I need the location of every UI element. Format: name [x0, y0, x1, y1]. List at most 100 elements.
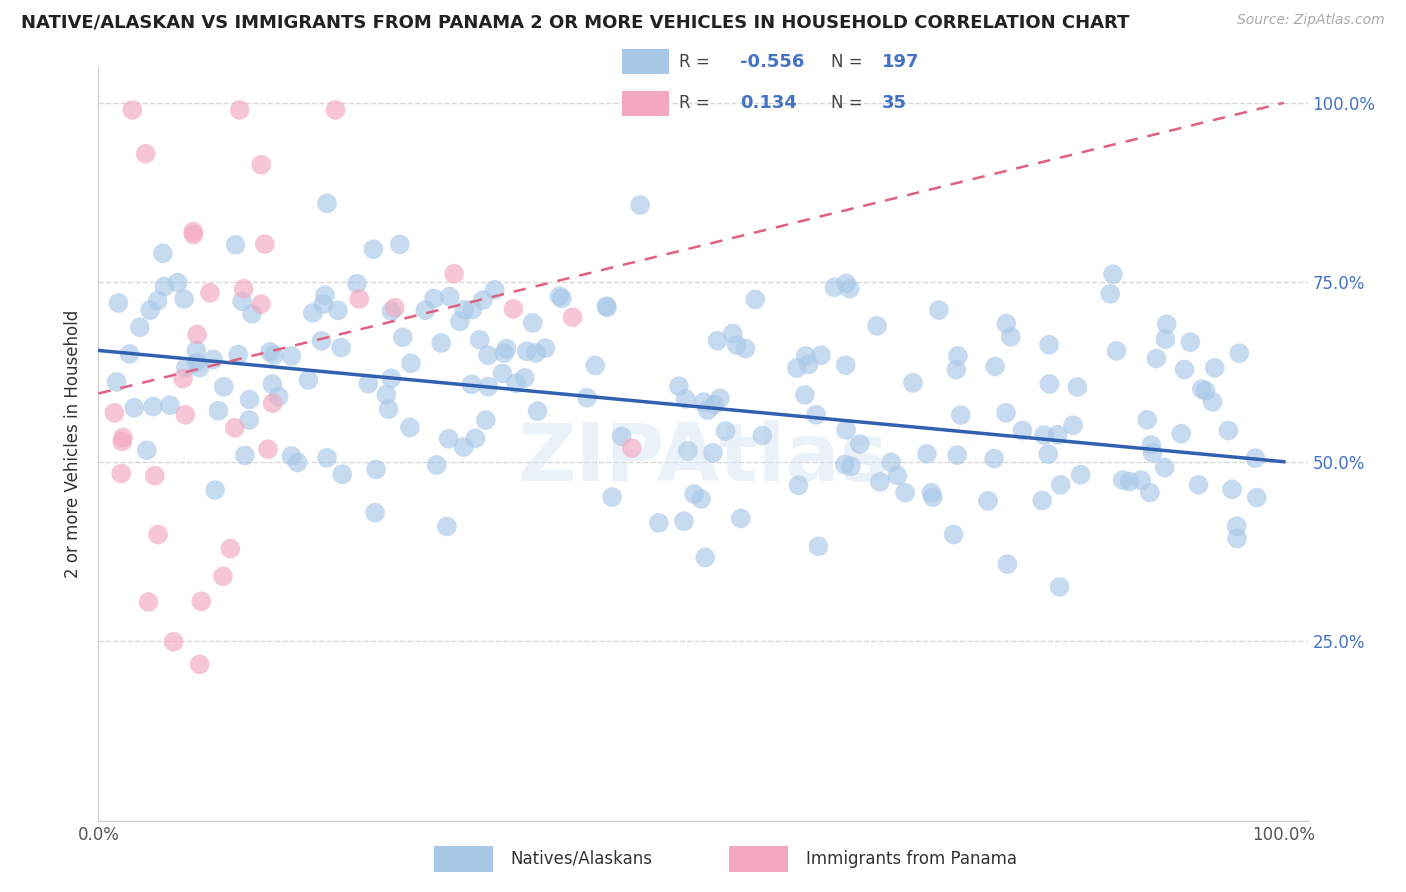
Point — [921, 490, 943, 504]
Point — [174, 408, 197, 422]
Point — [928, 303, 950, 318]
Point — [823, 280, 845, 294]
Point — [596, 300, 619, 314]
Point — [721, 326, 744, 341]
Point — [139, 303, 162, 318]
Point — [794, 349, 817, 363]
Point — [683, 487, 706, 501]
Point — [240, 307, 263, 321]
Point — [695, 550, 717, 565]
Point — [280, 349, 302, 363]
Point — [461, 302, 484, 317]
Point — [810, 348, 832, 362]
Text: R =: R = — [679, 95, 710, 112]
Point — [122, 401, 145, 415]
Point — [561, 310, 583, 325]
Point — [380, 371, 402, 385]
Point — [1220, 483, 1243, 497]
Point — [1011, 424, 1033, 438]
Point — [494, 346, 516, 360]
Point — [901, 376, 924, 390]
Point — [143, 468, 166, 483]
Point — [262, 396, 284, 410]
Text: NATIVE/ALASKAN VS IMMIGRANTS FROM PANAMA 2 OR MORE VEHICLES IN HOUSEHOLD CORRELA: NATIVE/ALASKAN VS IMMIGRANTS FROM PANAMA… — [21, 13, 1129, 31]
Point — [263, 348, 285, 362]
Point — [357, 376, 380, 391]
Point — [146, 527, 169, 541]
Point — [804, 408, 827, 422]
Point — [135, 146, 157, 161]
Point — [668, 379, 690, 393]
Point — [111, 431, 134, 445]
Point — [526, 404, 548, 418]
Point — [415, 303, 437, 318]
Point — [233, 449, 256, 463]
Point — [152, 246, 174, 260]
FancyBboxPatch shape — [621, 91, 669, 116]
Point — [1144, 351, 1167, 366]
Point — [297, 373, 319, 387]
Point — [495, 342, 517, 356]
Point — [807, 540, 830, 554]
Point — [942, 527, 965, 541]
Point — [628, 198, 651, 212]
Point — [426, 458, 449, 472]
Point — [997, 557, 1019, 571]
Point — [146, 293, 169, 308]
Point — [787, 478, 810, 492]
Point — [232, 282, 254, 296]
Point — [1118, 475, 1140, 489]
Point — [834, 458, 856, 472]
FancyBboxPatch shape — [728, 846, 787, 872]
Point — [460, 377, 482, 392]
Point — [262, 376, 284, 391]
Point — [128, 320, 150, 334]
Point — [439, 290, 461, 304]
Point — [983, 451, 1005, 466]
Point — [1049, 580, 1071, 594]
Text: ZIPAtlas: ZIPAtlas — [517, 420, 889, 498]
Text: R =: R = — [679, 53, 710, 70]
Point — [945, 362, 967, 376]
Point — [548, 289, 571, 303]
Point — [610, 429, 633, 443]
Point — [436, 519, 458, 533]
Point — [786, 361, 808, 376]
Text: 35: 35 — [882, 95, 907, 112]
Point — [302, 306, 325, 320]
Point — [430, 336, 453, 351]
Point — [468, 333, 491, 347]
Point — [1142, 446, 1164, 460]
Point — [219, 541, 242, 556]
Point — [1111, 473, 1133, 487]
Point — [311, 334, 333, 348]
Point — [347, 292, 370, 306]
Point — [920, 485, 942, 500]
Point — [325, 103, 347, 117]
Point — [977, 494, 1000, 508]
Point — [364, 462, 387, 476]
Point — [995, 317, 1018, 331]
Point — [839, 459, 862, 474]
Point — [672, 514, 695, 528]
Point — [314, 288, 336, 302]
Point — [173, 292, 195, 306]
Point — [453, 302, 475, 317]
Point — [1099, 286, 1122, 301]
Point — [706, 334, 728, 348]
Point — [1031, 493, 1053, 508]
Point — [118, 347, 141, 361]
Point — [835, 358, 858, 372]
Point — [620, 441, 643, 455]
Point — [423, 292, 446, 306]
Point — [225, 237, 247, 252]
Point — [380, 304, 402, 318]
Point — [257, 442, 280, 457]
Point — [524, 346, 547, 360]
Text: Natives/Alaskans: Natives/Alaskans — [510, 850, 652, 868]
Point — [107, 296, 129, 310]
Point — [471, 293, 494, 307]
Point — [186, 343, 208, 358]
Point — [364, 506, 387, 520]
Point — [377, 402, 399, 417]
